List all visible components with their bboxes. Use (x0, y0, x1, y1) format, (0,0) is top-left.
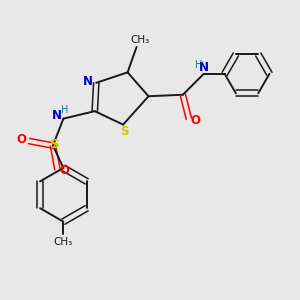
Text: S: S (50, 137, 59, 151)
Text: N: N (199, 61, 209, 74)
Text: H: H (61, 105, 69, 115)
Text: O: O (16, 133, 27, 146)
Text: N: N (83, 75, 93, 88)
Text: CH₃: CH₃ (54, 237, 73, 247)
Text: S: S (120, 125, 129, 138)
Text: O: O (190, 114, 200, 127)
Text: N: N (52, 109, 62, 122)
Text: CH₃: CH₃ (130, 35, 149, 45)
Text: H: H (195, 61, 202, 70)
Text: O: O (59, 164, 69, 177)
